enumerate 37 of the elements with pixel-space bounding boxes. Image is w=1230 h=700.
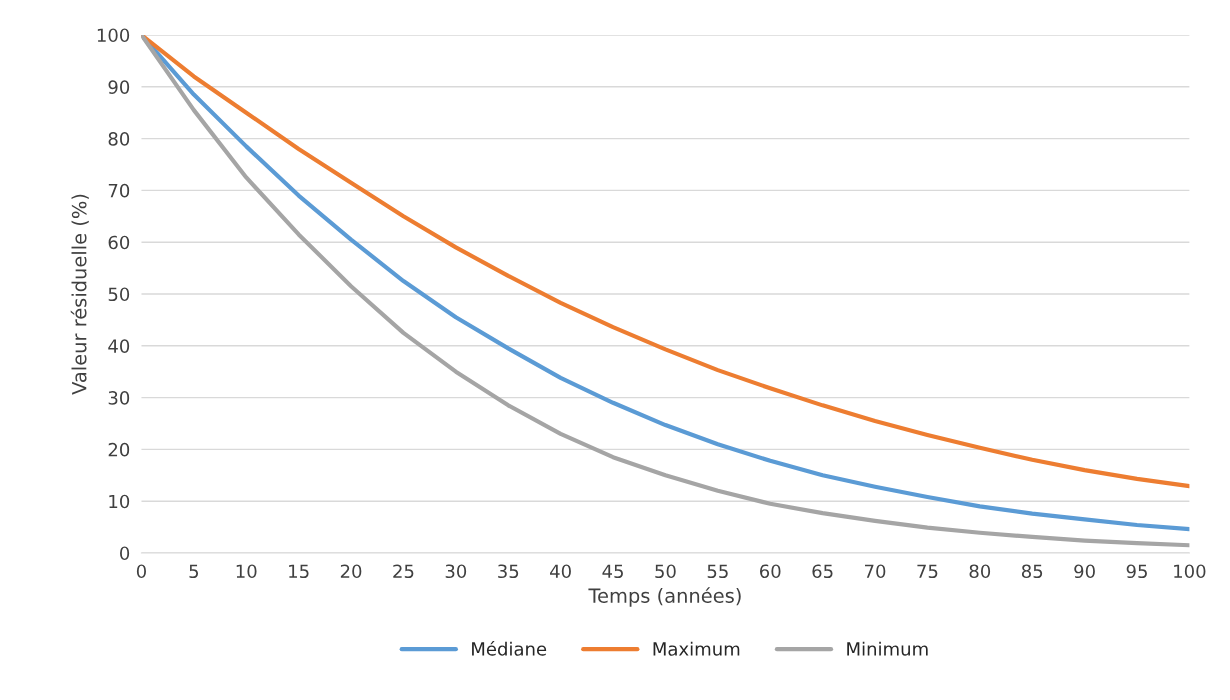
x-tick-label: 65 — [812, 564, 833, 579]
y-tick-label: 60 — [108, 235, 130, 250]
x-tick-label: 40 — [550, 564, 571, 579]
y-tick-label: 0 — [120, 546, 130, 561]
x-tick-label: 50 — [655, 564, 676, 579]
y-axis-title: Valeur résiduelle (%) — [70, 194, 89, 395]
y-tick-label: 80 — [108, 132, 130, 146]
legend-label: Médiane — [472, 641, 547, 656]
y-tick-label: 20 — [108, 442, 130, 457]
y-tick-label: 30 — [108, 391, 130, 405]
x-tick-label: 95 — [1126, 564, 1147, 579]
y-tick-label: 10 — [109, 494, 130, 509]
y-tick-label: 40 — [108, 339, 130, 353]
y-tick-label: 70 — [108, 183, 130, 198]
y-tick-label: 100 — [97, 28, 130, 43]
legend-label: Minimum — [847, 641, 928, 656]
x-tick-label: 55 — [707, 564, 728, 579]
x-tick-label: 30 — [445, 564, 467, 579]
x-tick-label: 0 — [136, 564, 146, 579]
x-tick-label: 100 — [1174, 564, 1206, 579]
x-tick-label: 5 — [189, 564, 199, 579]
x-tick-label: 75 — [917, 564, 938, 579]
x-tick-label: 15 — [289, 564, 309, 579]
x-axis-title: Temps (années) — [588, 587, 741, 607]
legend-label: Maximum — [653, 641, 740, 656]
x-tick-label: 70 — [865, 564, 886, 579]
x-tick-label: 20 — [340, 564, 362, 579]
x-tick-label: 45 — [602, 564, 623, 579]
x-tick-label: 85 — [1021, 564, 1043, 579]
y-tick-label: 50 — [108, 287, 130, 302]
x-tick-label: 35 — [498, 564, 519, 579]
x-tick-label: 25 — [393, 564, 414, 579]
y-tick-label: 90 — [108, 80, 130, 94]
x-tick-label: 80 — [969, 564, 991, 579]
x-tick-label: 60 — [760, 564, 781, 579]
x-tick-label: 10 — [236, 564, 257, 579]
x-tick-label: 90 — [1074, 564, 1095, 579]
